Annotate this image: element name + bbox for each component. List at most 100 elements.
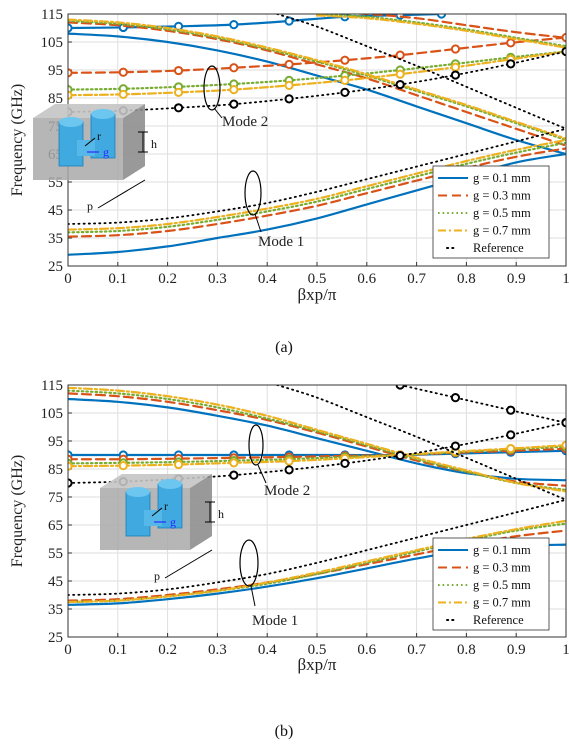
x-tick-label: 0.3 bbox=[208, 642, 227, 658]
legend-entry: g = 0.3 mm bbox=[473, 189, 531, 203]
data-point bbox=[284, 456, 294, 466]
y-tick-label: 35 bbox=[48, 231, 63, 247]
x-tick-label: 0.8 bbox=[457, 271, 476, 287]
x-axis-label: βxp/π bbox=[298, 655, 337, 674]
data-point bbox=[561, 418, 566, 428]
series-line-g-0-7-mm bbox=[68, 386, 566, 493]
y-tick-label: 35 bbox=[48, 602, 63, 618]
x-tick-label: 0 bbox=[64, 271, 72, 287]
mode-leader bbox=[254, 213, 262, 233]
data-point bbox=[506, 38, 516, 48]
data-point bbox=[284, 80, 294, 91]
y-tick-label: 45 bbox=[48, 203, 63, 219]
x-tick-label: 0.9 bbox=[507, 642, 526, 658]
mode-annotation: Mode 2 bbox=[264, 483, 310, 499]
x-tick-label: 0.3 bbox=[208, 271, 227, 287]
series-line-g-0-5-mm bbox=[68, 141, 566, 234]
series-line-g-0-7-mm bbox=[68, 138, 566, 231]
data-point bbox=[506, 405, 516, 415]
legend-entry: Reference bbox=[473, 613, 524, 627]
data-point bbox=[506, 59, 516, 69]
data-point bbox=[450, 441, 461, 451]
chart-panel-b: 0 0.1 0.2 0.3 0.4 0.5 0.6 0.7 0.8 0.9 1 25 35 45 55 65 7… bbox=[9, 378, 569, 740]
series-line-reference bbox=[276, 14, 566, 130]
data-point bbox=[173, 459, 184, 470]
series-line-g-0-1-mm bbox=[68, 449, 566, 457]
mode-leader bbox=[213, 107, 223, 119]
legend-entry: g = 0.5 mm bbox=[473, 206, 531, 220]
series-line-g-0-5-mm bbox=[68, 50, 566, 91]
unit-cell-inset: r h g p bbox=[33, 104, 157, 213]
unit-cell-inset: r h g p bbox=[100, 474, 224, 583]
mode-ellipse bbox=[239, 539, 259, 587]
x-tick-label: 1 bbox=[562, 642, 569, 658]
y-tick-label: 55 bbox=[48, 546, 63, 562]
y-tick-label: 85 bbox=[48, 462, 63, 478]
mode-ellipse bbox=[248, 424, 264, 466]
inset-box-top bbox=[33, 104, 145, 118]
series-line-g-0-3-mm bbox=[68, 147, 566, 238]
x-tick-label: 0.5 bbox=[308, 271, 327, 287]
mode-annotation: Mode 2 bbox=[222, 114, 268, 130]
legend-entry: g = 0.1 mm bbox=[473, 543, 531, 557]
mode-annotation: Mode 1 bbox=[258, 234, 304, 250]
legend-entry: g = 0.3 mm bbox=[473, 561, 531, 575]
inset-bridge bbox=[144, 510, 162, 526]
x-tick-label: 0.7 bbox=[407, 642, 426, 658]
data-point bbox=[284, 59, 294, 70]
data-point bbox=[284, 94, 294, 104]
inset-bridge bbox=[77, 140, 95, 156]
data-point bbox=[395, 385, 405, 390]
inset-p-marker bbox=[164, 549, 213, 579]
inset-label-p: p bbox=[154, 569, 160, 583]
y-tick-label: 85 bbox=[48, 91, 63, 107]
data-point bbox=[229, 470, 239, 480]
inset-pin-right-top bbox=[158, 479, 182, 489]
x-tick-label: 0.6 bbox=[357, 271, 376, 287]
series-line-reference bbox=[399, 385, 566, 424]
data-point bbox=[436, 14, 447, 19]
data-point bbox=[229, 63, 239, 73]
series-line-reference bbox=[68, 127, 566, 225]
y-tick-label: 25 bbox=[48, 630, 63, 646]
y-tick-label: 105 bbox=[41, 406, 64, 422]
chart-panel-a: 00.10.20.30.40.50.60.70.80.9125354555657… bbox=[9, 7, 569, 356]
data-point bbox=[340, 87, 350, 98]
inset-label-p: p bbox=[87, 199, 93, 213]
series-line-g-0-7-mm bbox=[68, 519, 566, 604]
inset-box-side bbox=[123, 104, 145, 180]
data-point bbox=[395, 69, 405, 79]
mode-ellipse bbox=[244, 170, 262, 216]
legend-entry: g = 0.7 mm bbox=[473, 224, 531, 238]
x-tick-label: 0.2 bbox=[158, 271, 177, 287]
x-tick-label: 0.8 bbox=[457, 642, 476, 658]
x-axis-label: βxp/π bbox=[298, 285, 337, 304]
data-point bbox=[284, 16, 294, 26]
series-line-reference bbox=[68, 498, 566, 596]
x-tick-label: 0.4 bbox=[258, 271, 277, 287]
mode-leader bbox=[257, 464, 267, 484]
y-tick-label: 105 bbox=[41, 35, 64, 51]
axes-box bbox=[67, 384, 567, 638]
data-point bbox=[118, 89, 128, 99]
data-point bbox=[506, 443, 516, 454]
data-point bbox=[118, 461, 128, 471]
panel-caption: (a) bbox=[275, 339, 293, 356]
x-tick-label: 0.2 bbox=[158, 642, 177, 658]
inset-r-marker bbox=[84, 137, 96, 147]
data-point bbox=[229, 458, 239, 468]
data-point bbox=[229, 20, 239, 30]
data-point bbox=[173, 65, 184, 76]
data-point bbox=[229, 99, 239, 109]
inset-pin-right-top bbox=[91, 109, 115, 119]
mode-leader bbox=[250, 585, 256, 607]
data-point bbox=[284, 465, 294, 475]
data-point bbox=[395, 450, 405, 461]
y-tick-label: 115 bbox=[41, 7, 63, 23]
inset-label-g: g bbox=[103, 145, 109, 159]
x-tick-label: 0.5 bbox=[308, 642, 327, 658]
series-line-g-0-3-mm bbox=[348, 14, 566, 39]
x-tick-label: 1 bbox=[562, 271, 569, 287]
data-point bbox=[450, 393, 461, 403]
